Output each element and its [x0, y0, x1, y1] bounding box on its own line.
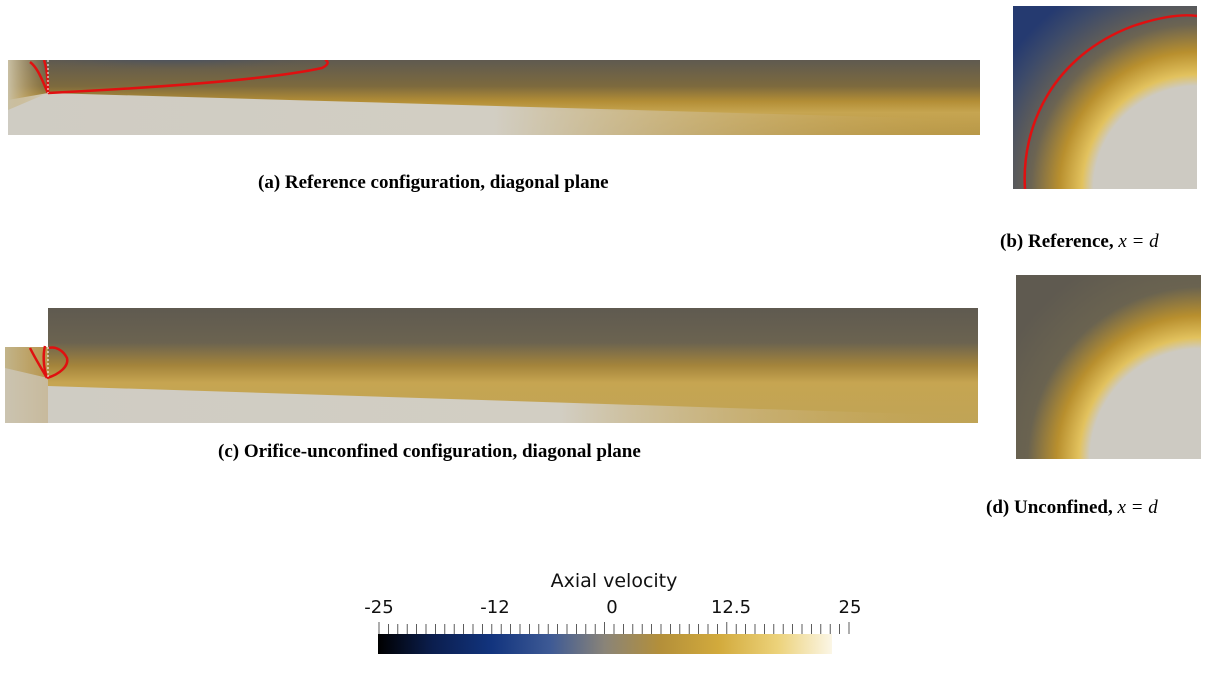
panel-label: (b) — [1000, 231, 1024, 252]
panel-label: (c) — [218, 441, 240, 462]
colorbar — [378, 622, 852, 672]
panel-c-field — [5, 308, 978, 423]
colorbar-tick-label: 12.5 — [710, 597, 752, 618]
colorbar-minor-ticks — [378, 622, 850, 634]
caption-math: x = d — [1118, 231, 1159, 252]
colorbar-tick-label: -25 — [364, 597, 394, 618]
panel-d-field — [1016, 275, 1201, 459]
caption-text: Orifice-unconfined configuration, diagon… — [243, 441, 641, 462]
panel-a-field — [8, 60, 980, 135]
colorbar-tick-label: 25 — [838, 597, 862, 618]
panel-b-field — [1013, 6, 1197, 189]
caption-c: (c) Orifice-unconfined configuration, di… — [218, 441, 641, 463]
panel-label: (a) — [258, 172, 281, 193]
recirculation-contour — [28, 345, 69, 380]
caption-text: Reference configuration, diagonal plane — [284, 172, 609, 193]
caption-math: x = d — [1117, 497, 1158, 518]
recirculation-contour — [1023, 14, 1197, 189]
caption-text: Unconfined, — [1013, 497, 1113, 518]
caption-d: (d) Unconfined, x = d — [986, 497, 1158, 519]
colorbar-title: Axial velocity — [550, 570, 678, 592]
caption-a: (a) Reference configuration, diagonal pl… — [258, 172, 609, 194]
panel-label: (d) — [986, 497, 1010, 518]
colorbar-tick-label: -12 — [480, 597, 510, 618]
caption-text: Reference, — [1027, 231, 1114, 252]
caption-b: (b) Reference, x = d — [1000, 231, 1159, 253]
colorbar-gradient — [378, 634, 832, 654]
colorbar-tick-label: 0 — [606, 597, 618, 618]
